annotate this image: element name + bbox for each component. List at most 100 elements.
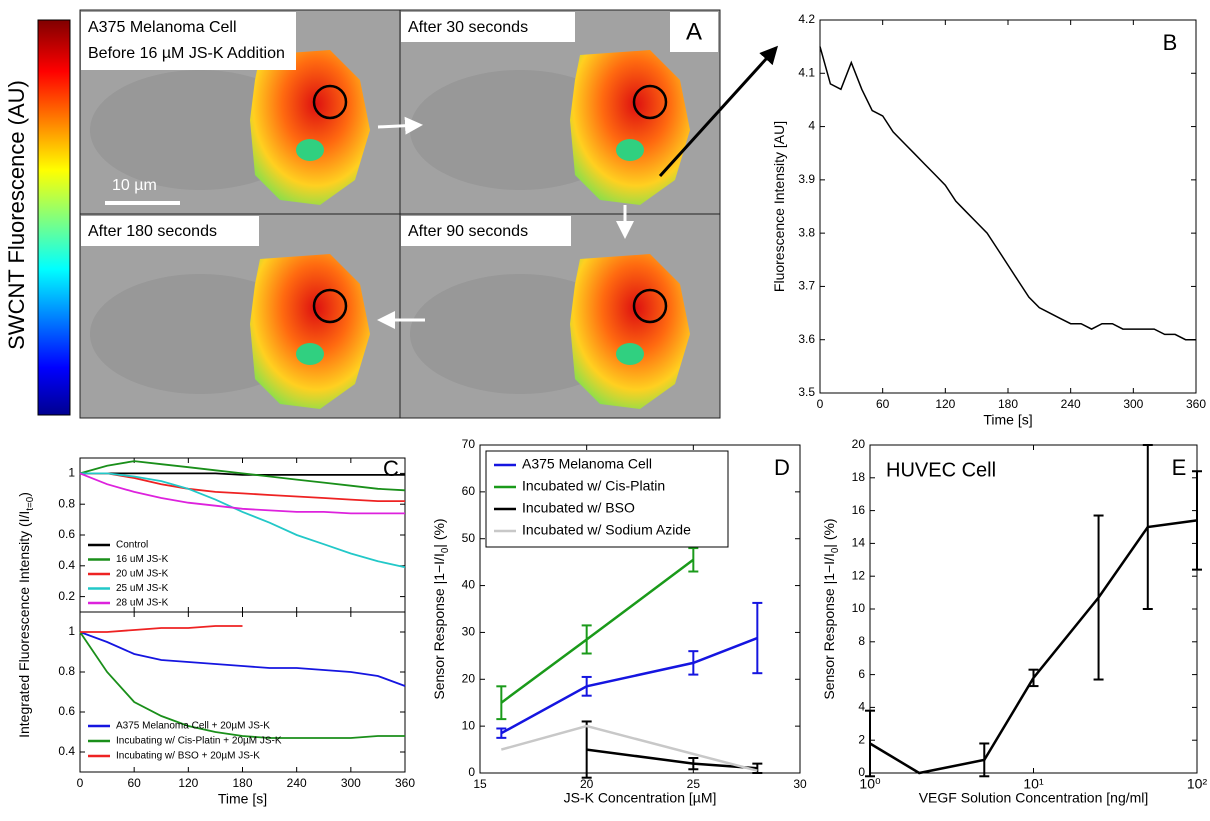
error-bar [865, 709, 875, 778]
y-tick-label: 0.2 [58, 589, 75, 603]
y-axis-label: Integrated Fluorescence Intensity (I/It=… [16, 492, 36, 738]
error-bar [581, 624, 592, 655]
y-tick-label: 4.1 [798, 65, 815, 79]
frame-label-box [401, 216, 571, 246]
y-tick-label: 0 [858, 765, 865, 779]
data-line [500, 724, 758, 772]
x-axis-label: Time [s] [218, 791, 267, 807]
y-axis-label-part: Integrated Fluorescence Intensity (I/I [16, 511, 32, 738]
y-tick-label: 0.8 [58, 496, 75, 510]
colorbar-label: SWCNT Fluorescence (AU) [4, 80, 29, 350]
x-tick-label: 0 [817, 397, 824, 411]
y-tick-label: 4 [808, 119, 815, 133]
x-tick-label: 120 [935, 397, 955, 411]
error-bar [688, 650, 699, 676]
y-tick-label: 0.4 [58, 744, 75, 758]
y-axis-label-part: Sensor Response |1−I/I [821, 553, 837, 699]
legend-label: A375 Melanoma Cell [522, 456, 652, 472]
legend-label: Incubating w/ BSO + 20µM JS-K [116, 751, 260, 762]
y-tick-label: 1 [68, 466, 75, 480]
frame-label: A375 Melanoma Cell [88, 19, 237, 36]
y-tick-label: 10 [462, 718, 476, 732]
y-tick-label: 0.6 [58, 527, 75, 541]
legend-label: 28 uM JS-K [116, 598, 169, 609]
y-axis-label-sub: 0 [440, 547, 451, 553]
error-bar [688, 547, 699, 573]
y-axis-label: Sensor Response |1−I/I0| (%) [431, 518, 451, 699]
axes-frame [819, 19, 1197, 394]
x-tick-label: 60 [876, 397, 890, 411]
x-axis-label: JS-K Concentration [µM] [564, 790, 717, 806]
y-tick-label: 0.4 [58, 558, 75, 572]
data-line [500, 558, 695, 704]
x-tick-label: 25 [687, 777, 701, 791]
y-axis-label-part: | (%) [821, 518, 837, 547]
error-bar [581, 720, 592, 779]
y-tick-label: 4 [858, 700, 865, 714]
error-bar [496, 685, 507, 721]
panel-label: B [1163, 30, 1178, 55]
y-tick-label: 1 [68, 624, 75, 638]
panel-label: C [383, 456, 399, 481]
x-tick-label: 300 [341, 776, 361, 790]
arrow [658, 45, 779, 178]
x-tick-label: 10¹ [1023, 776, 1044, 792]
y-axis-label: Sensor Response |1−I/I0| (%) [821, 518, 841, 699]
y-tick-label: 60 [462, 484, 476, 498]
panel-label-box [670, 12, 718, 52]
x-tick-label: 360 [1186, 397, 1206, 411]
y-tick-label: 14 [852, 536, 866, 550]
x-tick-label: 60 [127, 776, 141, 790]
error-bar [688, 757, 699, 771]
y-axis-label-part: ) [16, 492, 32, 497]
x-tick-label: 180 [998, 397, 1018, 411]
y-tick-label: 20 [852, 437, 866, 451]
y-tick-label: 8 [858, 634, 865, 648]
data-line [79, 472, 405, 515]
x-tick-label: 10² [1187, 776, 1208, 792]
arrow [377, 116, 423, 135]
x-axis-label: VEGF Solution Concentration [ng/ml] [919, 790, 1149, 806]
colorbar [37, 19, 71, 416]
y-tick-label: 70 [462, 437, 476, 451]
panel-label: A [686, 18, 702, 45]
y-tick-label: 3.7 [798, 279, 815, 293]
error-bar [1192, 470, 1202, 571]
y-tick-label: 30 [462, 625, 476, 639]
panel-label: E [1172, 455, 1187, 480]
chart-title: HUVEC Cell [886, 459, 996, 481]
x-tick-label: 360 [395, 776, 415, 790]
y-axis-label-part: | (%) [431, 518, 447, 547]
y-tick-label: 3.8 [798, 225, 815, 239]
y-tick-label: 16 [852, 503, 866, 517]
data-line [819, 46, 1196, 341]
y-tick-label: 3.6 [798, 332, 815, 346]
panel-a: SWCNT Fluorescence (AU) A375 Melanoma Ce… [4, 8, 779, 420]
data-line [80, 472, 406, 569]
y-tick-label: 3.5 [798, 385, 815, 399]
y-tick-label: 0 [468, 765, 475, 779]
y-axis-label: Fluorescence Intensity [AU] [771, 121, 787, 292]
error-bar [1093, 514, 1104, 681]
y-tick-label: 12 [852, 568, 866, 582]
x-tick-label: 300 [1123, 397, 1143, 411]
x-tick-label: 240 [1061, 397, 1081, 411]
y-tick-label: 2 [858, 732, 865, 746]
x-tick-label: 120 [178, 776, 198, 790]
y-tick-label: 18 [852, 470, 866, 484]
data-line [500, 636, 758, 735]
legend-label: Incubating w/ Cis-Platin + 20µM JS-K [116, 736, 282, 747]
legend-label: Incubated w/ Cis-Platin [522, 478, 665, 494]
data-line [79, 460, 406, 492]
y-tick-label: 40 [462, 578, 476, 592]
y-tick-label: 0.6 [58, 704, 75, 718]
y-tick-label: 10 [852, 601, 866, 615]
frame-label-box [81, 12, 296, 70]
frame-label-box [81, 216, 259, 246]
y-tick-label: 50 [462, 531, 476, 545]
y-tick-label: 4.2 [798, 12, 815, 26]
legend-label: 20 uM JS-K [116, 569, 169, 580]
legend-label: A375 Melanoma Cell + 20µM JS-K [116, 721, 270, 732]
data-line [80, 472, 405, 476]
